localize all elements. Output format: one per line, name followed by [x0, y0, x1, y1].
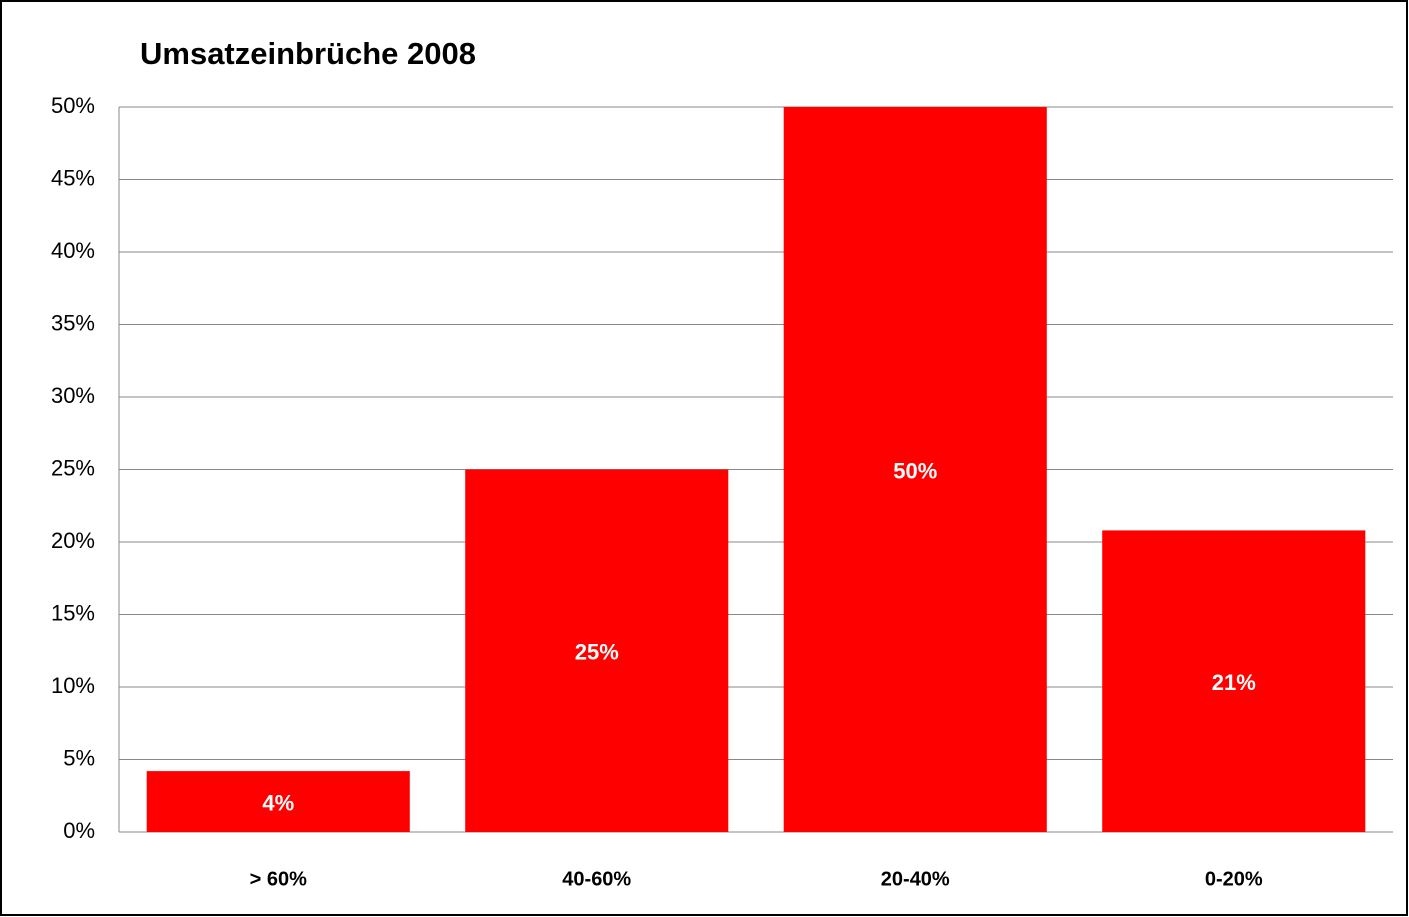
data-label: 4%: [262, 790, 294, 815]
x-tick-label: > 60%: [250, 868, 307, 890]
y-tick-label: 15%: [51, 600, 95, 625]
y-tick-label: 10%: [51, 673, 95, 698]
y-tick-label: 45%: [51, 165, 95, 190]
y-tick-label: 25%: [51, 455, 95, 480]
bar: [146, 771, 410, 832]
data-label: 25%: [575, 640, 619, 665]
y-tick-label: 5%: [63, 745, 95, 770]
x-tick-label: 40-60%: [562, 868, 631, 890]
bar: [1102, 530, 1366, 832]
bar: [465, 469, 729, 832]
y-tick-label: 35%: [51, 310, 95, 335]
y-tick-label: 0%: [63, 818, 95, 843]
y-tick-label: 40%: [51, 238, 95, 263]
y-tick-label: 30%: [51, 383, 95, 408]
data-label: 50%: [893, 458, 937, 483]
y-tick-label: 20%: [51, 528, 95, 553]
x-tick-label: 20-40%: [881, 868, 950, 890]
y-tick-label: 50%: [51, 93, 95, 118]
data-label: 21%: [1212, 670, 1256, 695]
x-tick-label: 0-20%: [1205, 868, 1263, 890]
chart-title: Umsatzeinbrüche 2008: [140, 36, 476, 71]
bar: [783, 107, 1047, 832]
